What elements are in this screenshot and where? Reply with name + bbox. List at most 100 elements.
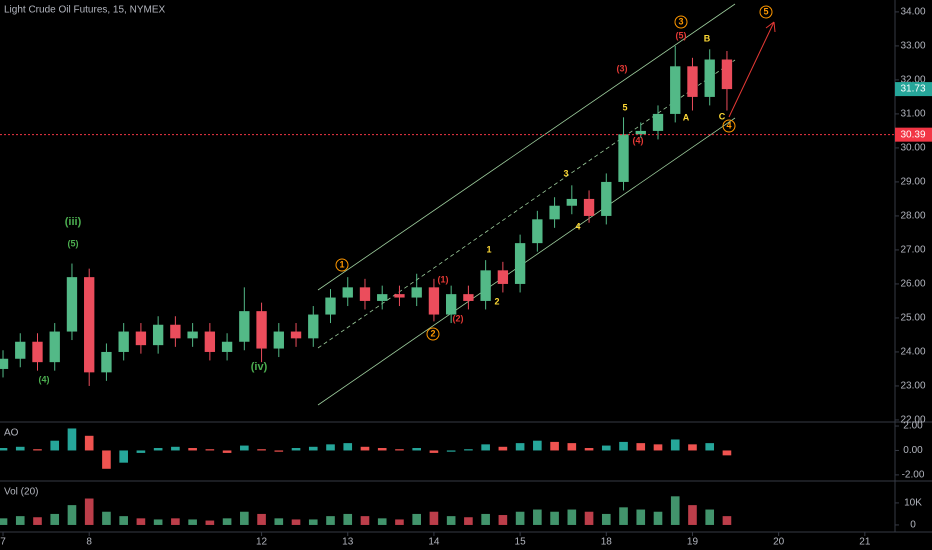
candle-body <box>394 294 405 298</box>
bar <box>653 444 663 451</box>
candle-body <box>377 294 388 301</box>
candle-body <box>170 324 181 339</box>
wave-label: (3) <box>617 63 628 73</box>
bar <box>343 513 353 525</box>
bar <box>274 450 284 452</box>
bar <box>550 511 559 525</box>
x-tick-label: 15 <box>515 537 527 548</box>
x-tick-label: 20 <box>773 537 785 548</box>
chart-title: Light Crude Oil Futures, 15, NYMEX <box>4 5 166 16</box>
wave-ring <box>759 5 773 19</box>
candle-body <box>635 130 646 135</box>
bar <box>446 450 456 452</box>
candle-body <box>670 66 681 114</box>
bar <box>153 519 163 525</box>
candle-body <box>687 66 698 97</box>
bar <box>205 449 215 451</box>
bar <box>688 444 697 451</box>
price-badge-label: 30.39 <box>900 129 925 140</box>
bar <box>326 516 335 525</box>
bar <box>240 511 249 525</box>
price-badge <box>895 127 932 142</box>
bar <box>67 428 77 451</box>
bar <box>446 516 456 525</box>
bar <box>412 513 421 525</box>
candle-body <box>325 297 336 315</box>
candle-body <box>187 331 198 339</box>
wave-label: 3 <box>563 168 568 178</box>
candle-body <box>480 270 491 301</box>
bar <box>0 448 8 451</box>
bar <box>515 443 525 451</box>
bar <box>533 440 542 451</box>
y-tick-label: 27.00 <box>900 245 925 256</box>
bar <box>670 439 680 451</box>
candle-body <box>359 287 371 301</box>
wave-label: (4) <box>633 135 644 145</box>
y-tick-label: 10K <box>904 498 922 509</box>
bar <box>50 440 60 451</box>
y-tick-label: 28.00 <box>900 211 925 222</box>
y-tick-label: -2.00 <box>902 470 925 481</box>
candle-body <box>445 294 457 315</box>
bar <box>377 448 387 451</box>
bar <box>102 511 111 525</box>
bar <box>188 519 197 525</box>
wave-label: 1 <box>339 259 344 269</box>
panel-title: AO <box>4 428 19 439</box>
channel <box>317 3 736 406</box>
candle-body <box>118 331 129 352</box>
y-tick-label: 23.00 <box>900 381 925 392</box>
wave-label: (5) <box>676 30 687 40</box>
bar <box>584 511 594 525</box>
wave-ring <box>674 15 688 29</box>
bar <box>171 446 180 451</box>
projection-arrow <box>728 21 775 118</box>
y-tick-label: 29.00 <box>900 177 925 188</box>
bar <box>33 449 42 451</box>
y-tick-label: 0 <box>910 520 916 531</box>
bar <box>308 446 318 451</box>
candle-body <box>601 181 612 216</box>
bar <box>274 518 284 525</box>
wave-label: 5 <box>622 102 627 112</box>
wave-label: 4 <box>575 221 580 231</box>
x-tick-label: 7 <box>0 537 6 548</box>
y-tick-label: 33.00 <box>900 41 925 52</box>
last-price-badge <box>895 82 932 97</box>
y-tick-label: 25.00 <box>900 313 925 324</box>
bar <box>240 445 249 451</box>
wave-label: (5) <box>68 238 79 248</box>
candle-body <box>721 59 733 90</box>
candle-body <box>32 341 43 363</box>
x-tick-label: 18 <box>601 537 613 548</box>
bar <box>67 505 77 525</box>
bar <box>153 448 163 451</box>
bar <box>619 441 628 451</box>
y-tick-label: 30.00 <box>900 143 925 154</box>
x-tick-label: 19 <box>687 537 699 548</box>
bar <box>291 519 301 525</box>
x-tick-label: 14 <box>428 537 440 548</box>
bar <box>15 446 25 451</box>
candle-body <box>84 277 95 373</box>
candle-body <box>152 324 164 346</box>
candle-body <box>308 314 319 339</box>
bar <box>33 517 42 525</box>
candle-body <box>256 311 267 349</box>
bar <box>705 443 715 451</box>
wave-label: 4 <box>726 120 731 130</box>
candle-body <box>221 341 233 352</box>
candle-body <box>342 287 353 298</box>
candle-body <box>49 331 60 363</box>
candle-body <box>497 270 509 284</box>
candle-body <box>15 341 26 359</box>
y-tick-label: 31.00 <box>900 109 925 120</box>
channel-lower <box>317 117 736 406</box>
bar <box>464 517 473 525</box>
candle-body <box>514 243 526 284</box>
bar <box>550 441 559 451</box>
candle-body <box>411 287 422 298</box>
wave-ring <box>335 258 349 272</box>
